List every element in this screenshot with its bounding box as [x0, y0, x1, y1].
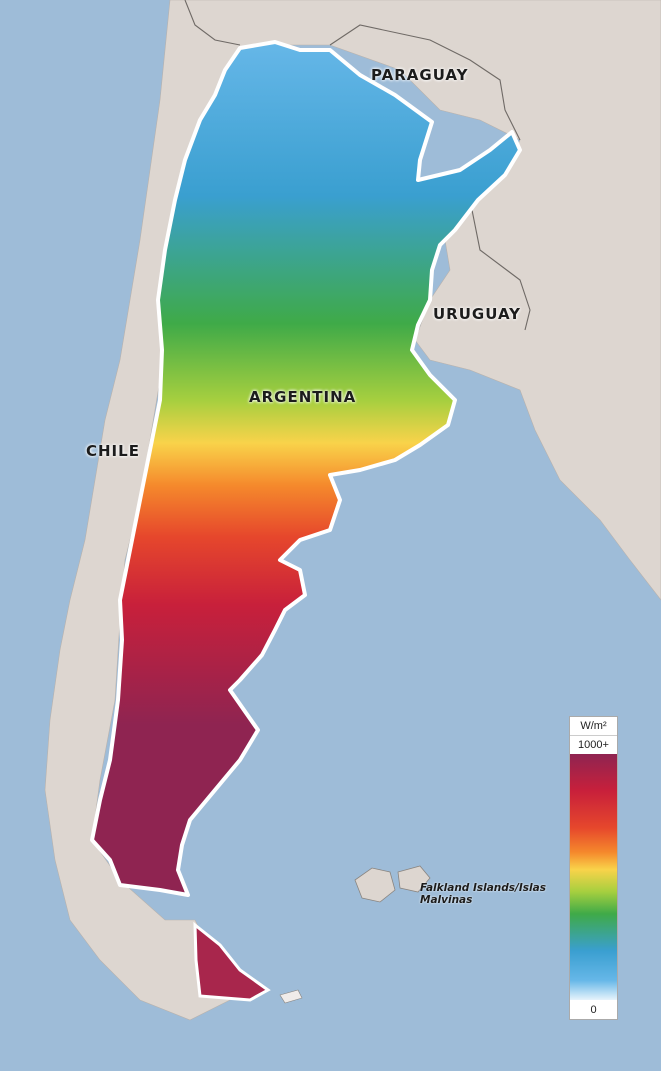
legend-min-label: 0: [590, 1004, 597, 1016]
border-line: [184, 0, 531, 331]
tierra-del-fuego: [193, 921, 271, 1002]
label-argentina: ARGENTINA: [249, 388, 357, 406]
label-paraguay: PARAGUAY: [371, 66, 469, 84]
staten-island: [279, 989, 303, 1004]
falkland-islands: [354, 865, 431, 903]
irradiance-legend: W/m² 1000+ 0: [569, 716, 618, 1020]
legend-color-ramp: [570, 754, 617, 1000]
legend-max-label: 1000+: [578, 739, 609, 751]
argentina-irradiance-region: [90, 40, 522, 897]
legend-unit: W/m²: [570, 717, 617, 736]
label-falklands: Falkland Islands/Islas Malvinas: [420, 882, 546, 906]
label-uruguay: URUGUAY: [433, 305, 521, 323]
label-chile: CHILE: [86, 442, 140, 460]
